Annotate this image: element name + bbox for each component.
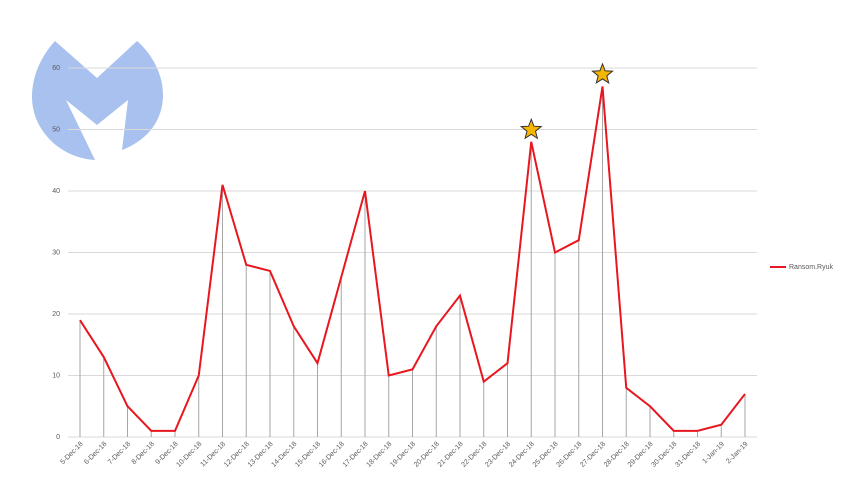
logo [32,41,163,160]
star-marker [519,117,543,140]
star-marker [591,62,614,85]
y-tick-label: 20 [52,311,60,318]
y-tick-label: 50 [52,126,60,133]
x-tick-label: 31-Dec-18 [674,441,702,469]
y-tick-label: 60 [52,65,60,72]
x-tick-label: 6-Dec-18 [83,441,108,466]
legend-label: Ransom.Ryuk [789,264,833,271]
y-tick-label: 30 [52,249,60,256]
x-tick-label: 7-Dec-18 [107,441,132,466]
y-tick-label: 40 [52,188,60,195]
y-tick-label: 10 [52,372,60,379]
x-tick-label: 2-Jan-19 [725,441,750,466]
series-line [79,86,746,432]
x-tick-label: 5-Dec-18 [59,441,84,466]
y-tick-label: 0 [56,434,60,441]
x-tick-label: 8-Dec-18 [131,441,156,466]
x-tick-label: 1-Jan-19 [701,441,726,466]
